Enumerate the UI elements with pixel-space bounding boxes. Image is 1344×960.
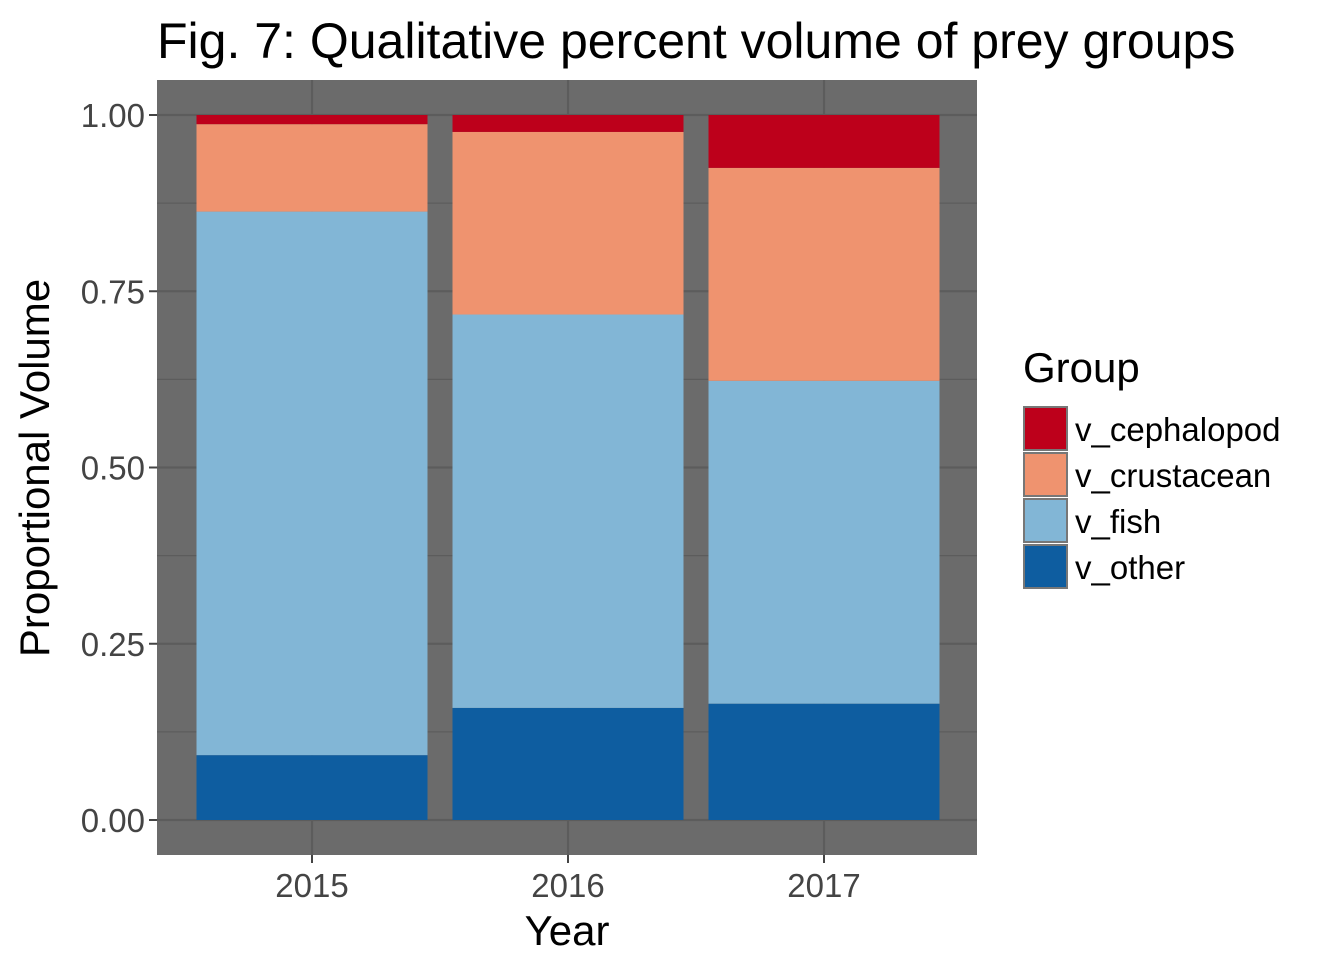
legend-key-v-fish <box>1023 498 1068 543</box>
bars <box>196 115 940 820</box>
legend-key-v-other <box>1023 544 1068 589</box>
x-tick-label: 2016 <box>531 867 604 904</box>
y-tick-label: 0.50 <box>81 450 145 487</box>
legend-items: v_cephalopod v_crustacean v_fish v_other <box>1023 406 1281 589</box>
legend: Group v_cephalopod v_crustacean v_fish v_ot… <box>1023 344 1281 589</box>
x-tick-label: 2017 <box>787 867 860 904</box>
y-tick-label: 0.75 <box>81 273 145 310</box>
x-tick-label: 2015 <box>275 867 348 904</box>
legend-title: Group <box>1023 344 1140 391</box>
bar-segment-v-cephalopod-2015 <box>196 115 428 125</box>
bar-segment-v-crustacean-2017 <box>708 167 940 381</box>
bar-segment-v-cephalopod-2017 <box>708 115 940 168</box>
legend-label-v-fish: v_fish <box>1075 503 1161 540</box>
y-axis: 0.00 0.25 0.50 0.75 1.00 <box>81 97 157 839</box>
bar-segment-v-crustacean-2015 <box>196 124 428 212</box>
bar-segment-v-fish-2016 <box>452 314 684 708</box>
legend-label-v-crustacean: v_crustacean <box>1075 457 1271 494</box>
legend-key-v-crustacean <box>1023 452 1068 497</box>
legend-label-v-other: v_other <box>1075 549 1185 586</box>
y-tick-label: 0.25 <box>81 626 145 663</box>
y-tick-label: 1.00 <box>81 97 145 134</box>
bar-segment-v-other-2016 <box>452 707 684 820</box>
x-axis: 2015 2016 2017 <box>275 855 861 904</box>
chart-title: Fig. 7: Qualitative percent volume of pr… <box>157 13 1235 69</box>
legend-label-v-cephalopod: v_cephalopod <box>1075 411 1281 448</box>
y-axis-title: Proportional Volume <box>11 279 58 657</box>
bar-segment-v-other-2017 <box>708 703 940 820</box>
bar-segment-v-fish-2015 <box>196 211 428 756</box>
bar-segment-v-fish-2017 <box>708 380 940 704</box>
bar-segment-v-crustacean-2016 <box>452 131 684 315</box>
y-tick-label: 0.00 <box>81 802 145 839</box>
legend-key-v-cephalopod <box>1023 406 1068 451</box>
x-axis-title: Year <box>525 907 610 954</box>
bar-segment-v-cephalopod-2016 <box>452 115 684 132</box>
bar-segment-v-other-2015 <box>196 755 428 820</box>
